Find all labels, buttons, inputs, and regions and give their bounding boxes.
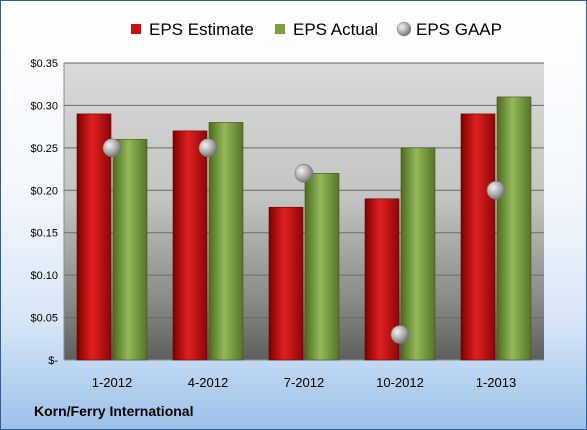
bar-eps-estimate xyxy=(76,113,112,361)
legend-label: EPS Estimate xyxy=(149,20,254,39)
y-tick-label: $- xyxy=(48,355,58,367)
bar-eps-actual xyxy=(208,122,244,361)
marker-eps-gaap xyxy=(102,138,122,158)
y-tick-label: $0.10 xyxy=(30,270,58,282)
bar-eps-estimate xyxy=(268,206,304,361)
marker-eps-gaap xyxy=(486,180,506,200)
legend-label: EPS Actual xyxy=(293,20,378,39)
y-tick-label: $0.25 xyxy=(30,143,58,155)
y-tick-label: $0.15 xyxy=(30,228,58,240)
legend-swatch xyxy=(275,24,285,34)
x-tick-label: 7-2012 xyxy=(284,375,324,390)
bar-eps-estimate xyxy=(172,130,208,361)
company-label: Korn/Ferry International xyxy=(34,403,193,419)
bar-eps-estimate xyxy=(460,113,496,361)
legend-swatch xyxy=(396,21,412,37)
bar-eps-actual xyxy=(112,139,148,361)
x-tick-label: 10-2012 xyxy=(376,375,424,390)
y-tick-label: $0.35 xyxy=(30,58,58,70)
y-tick-label: $0.30 xyxy=(30,100,58,112)
bar-eps-actual xyxy=(496,96,532,361)
marker-eps-gaap xyxy=(198,138,218,158)
x-tick-label: 1-2013 xyxy=(476,375,516,390)
marker-eps-gaap xyxy=(390,325,410,344)
x-tick-label: 4-2012 xyxy=(188,375,228,390)
marker-eps-gaap xyxy=(294,164,314,183)
y-tick-label: $0.20 xyxy=(30,185,58,197)
legend-swatch xyxy=(131,24,141,34)
x-tick-label: 1-2012 xyxy=(92,375,132,390)
bar-eps-actual xyxy=(304,173,340,361)
legend-label: EPS GAAP xyxy=(416,20,502,39)
y-tick-label: $0.05 xyxy=(30,313,58,325)
bar-eps-actual xyxy=(400,147,436,361)
